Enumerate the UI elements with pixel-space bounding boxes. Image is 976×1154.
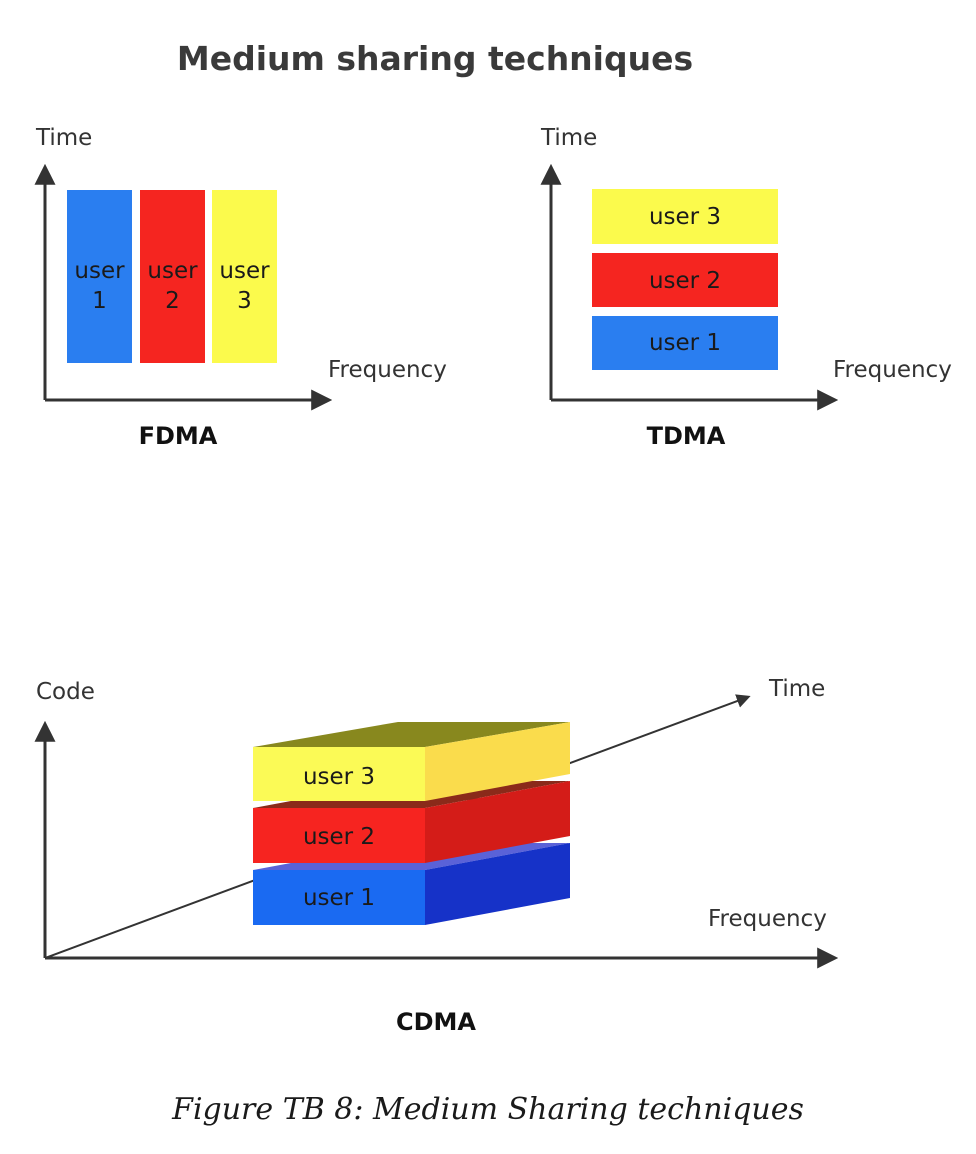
cdma-frequency-label: Frequency <box>708 906 827 932</box>
tdma-time-label: Time <box>540 125 597 151</box>
tdma-block-user-2: user 2 <box>592 253 778 307</box>
fdma-diagram: Time Frequency user 1 user 2 user 3 FDMA <box>34 125 447 450</box>
fdma-label: FDMA <box>139 422 218 450</box>
cdma-block-user-3: user 3 <box>253 722 570 801</box>
cdma-time-label: Time <box>768 676 825 702</box>
fdma-frequency-label: Frequency <box>328 357 447 383</box>
tdma-label: TDMA <box>647 422 726 450</box>
tdma-user-1-label: user 1 <box>649 330 721 356</box>
fdma-user-1-number: 1 <box>92 288 107 314</box>
fdma-user-3-number: 3 <box>237 288 252 314</box>
tdma-block-user-1: user 1 <box>592 316 778 370</box>
fdma-time-label: Time <box>35 125 92 151</box>
cdma-user-2-label: user 2 <box>303 824 375 850</box>
cdma-diagram: Code Frequency Time user 1 user 2 user 3… <box>34 676 839 1036</box>
fdma-block-user-3: user 3 <box>212 190 277 363</box>
diagram-title: Medium sharing techniques <box>177 39 693 78</box>
tdma-user-2-label: user 2 <box>649 268 721 294</box>
tdma-block-user-3: user 3 <box>592 189 778 244</box>
cdma-code-label: Code <box>36 679 95 705</box>
cdma-user-3-label: user 3 <box>303 764 375 790</box>
fdma-user-3-word: user <box>219 258 270 284</box>
fdma-user-2-word: user <box>147 258 198 284</box>
cdma-label: CDMA <box>396 1008 476 1036</box>
cdma-block-user-1: user 1 <box>253 843 570 925</box>
tdma-diagram: Time Frequency user 3 user 2 user 1 TDMA <box>540 125 952 450</box>
fdma-user-1-word: user <box>74 258 125 284</box>
fdma-block-user-1: user 1 <box>67 190 132 363</box>
cdma-block-user-2: user 2 <box>253 781 570 863</box>
fdma-user-2-number: 2 <box>165 288 180 314</box>
tdma-user-3-label: user 3 <box>649 204 721 230</box>
cdma-user-1-label: user 1 <box>303 885 375 911</box>
figure-caption: Figure TB 8: Medium Sharing techniques <box>172 1092 804 1127</box>
tdma-frequency-label: Frequency <box>833 357 952 383</box>
fdma-block-user-2: user 2 <box>140 190 205 363</box>
